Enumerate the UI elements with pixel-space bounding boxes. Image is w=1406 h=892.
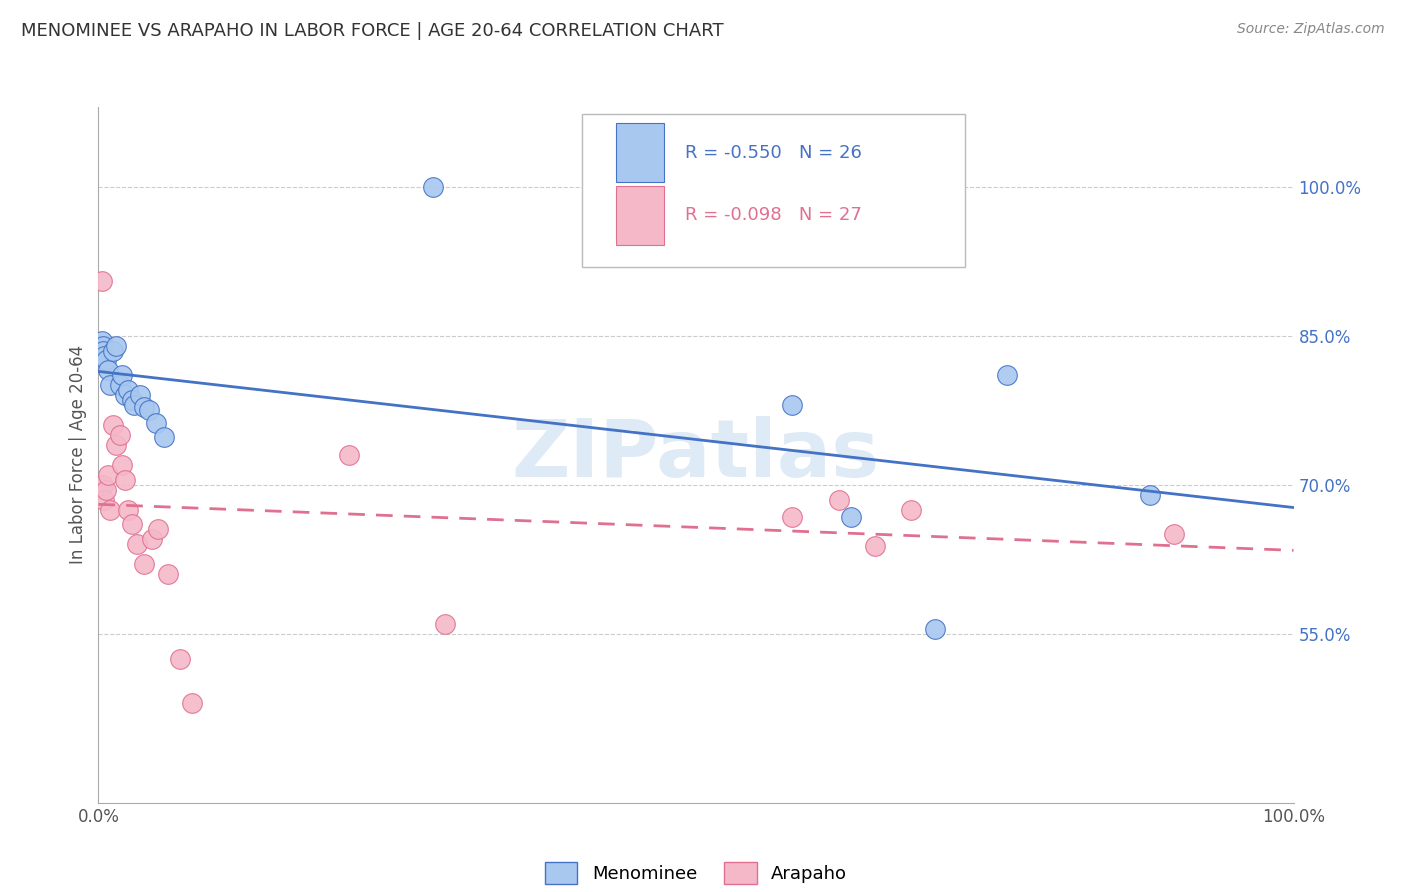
Point bbox=[97, 363, 120, 377]
Text: MENOMINEE VS ARAPAHO IN LABOR FORCE | AGE 20-64 CORRELATION CHART: MENOMINEE VS ARAPAHO IN LABOR FORCE | AG… bbox=[21, 22, 724, 40]
Point bbox=[91, 338, 114, 352]
Text: ZIPatlas: ZIPatlas bbox=[512, 416, 880, 494]
Point bbox=[105, 438, 128, 452]
FancyBboxPatch shape bbox=[616, 186, 664, 244]
Point bbox=[780, 398, 803, 412]
Point bbox=[91, 477, 114, 491]
Point bbox=[900, 502, 922, 516]
Point bbox=[117, 502, 139, 516]
Point bbox=[117, 384, 139, 398]
Point bbox=[145, 416, 167, 430]
Point bbox=[121, 393, 143, 408]
Point bbox=[828, 492, 851, 507]
Point bbox=[93, 349, 115, 363]
Point bbox=[132, 558, 155, 572]
Text: R = -0.098   N = 27: R = -0.098 N = 27 bbox=[685, 206, 862, 224]
Point bbox=[337, 448, 360, 462]
Point bbox=[121, 517, 143, 532]
Point bbox=[433, 616, 456, 631]
Point bbox=[129, 388, 152, 402]
Legend: Menominee, Arapaho: Menominee, Arapaho bbox=[546, 863, 846, 884]
FancyBboxPatch shape bbox=[616, 123, 664, 182]
Point bbox=[114, 473, 136, 487]
Point bbox=[780, 509, 803, 524]
Point bbox=[98, 378, 122, 392]
Point bbox=[97, 467, 120, 482]
Point bbox=[93, 492, 115, 507]
Point bbox=[94, 353, 117, 368]
Point bbox=[105, 338, 128, 352]
Point bbox=[180, 697, 202, 711]
FancyBboxPatch shape bbox=[582, 114, 965, 267]
Point bbox=[995, 368, 1018, 383]
Point bbox=[125, 537, 148, 551]
Point bbox=[863, 540, 886, 554]
Text: R = -0.550   N = 26: R = -0.550 N = 26 bbox=[685, 144, 862, 161]
Point bbox=[124, 398, 146, 412]
Point bbox=[94, 483, 117, 497]
Point bbox=[101, 418, 124, 433]
Point bbox=[156, 567, 179, 582]
Point bbox=[839, 509, 862, 524]
Point bbox=[1139, 488, 1161, 502]
Point bbox=[108, 378, 131, 392]
Point bbox=[153, 430, 176, 444]
Point bbox=[91, 274, 114, 288]
Point bbox=[141, 533, 163, 547]
Text: Source: ZipAtlas.com: Source: ZipAtlas.com bbox=[1237, 22, 1385, 37]
Point bbox=[91, 334, 114, 348]
Point bbox=[148, 523, 170, 537]
Point bbox=[101, 343, 124, 358]
Point bbox=[138, 403, 160, 417]
Y-axis label: In Labor Force | Age 20-64: In Labor Force | Age 20-64 bbox=[69, 345, 87, 565]
Point bbox=[111, 458, 134, 472]
Point bbox=[98, 502, 122, 516]
Point bbox=[169, 651, 191, 665]
Point bbox=[111, 368, 134, 383]
Point bbox=[114, 388, 136, 402]
Point bbox=[108, 428, 131, 442]
Point bbox=[91, 343, 114, 358]
Point bbox=[422, 179, 444, 194]
Point bbox=[1163, 527, 1185, 541]
Point bbox=[924, 622, 946, 636]
Point bbox=[132, 401, 155, 415]
